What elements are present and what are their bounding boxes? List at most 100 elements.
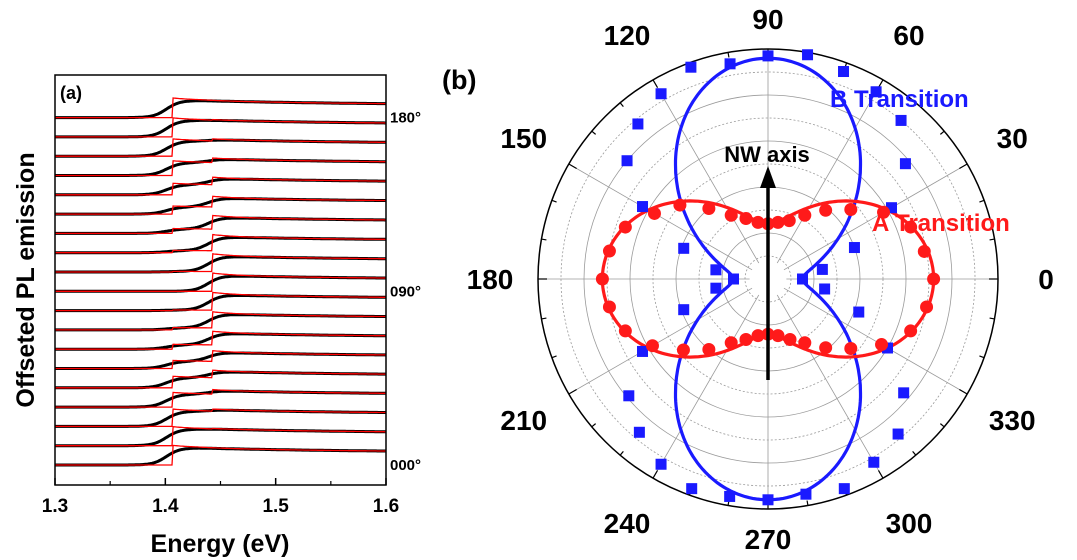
spectrum-fit-curve — [55, 253, 386, 273]
spectrum-fit-curve — [55, 214, 386, 235]
polar-angle-label: 270 — [745, 524, 792, 555]
polar-angle-tick — [568, 388, 577, 395]
b-transition-point — [623, 390, 635, 402]
spectrum-fit-curve — [55, 311, 387, 331]
legend-a-transition: A Transition — [872, 210, 1010, 237]
a-transition-point — [618, 324, 632, 338]
a-transition-point — [927, 272, 941, 286]
spectra-x-axis-label: Energy (eV) — [151, 530, 290, 558]
legend-b-transition: B Transition — [830, 86, 969, 113]
b-transition-point — [838, 66, 850, 78]
polar-angle-label: 180 — [467, 264, 514, 295]
b-transition-point — [892, 428, 904, 440]
spectra-panel: 1.3 1.4 1.5 1.6 (a) Energy (eV) Offseted PL… — [12, 74, 421, 558]
a-transition-point — [904, 324, 918, 338]
spectrum-data-curve — [55, 313, 387, 332]
spectrum-fit-curve — [55, 330, 386, 350]
b-transition-point — [686, 483, 698, 495]
spectrum-fit-curve — [55, 272, 386, 292]
polar-angle-tick — [959, 388, 968, 395]
polar-angle-tick — [959, 163, 968, 170]
spectrum-data-curve — [55, 138, 386, 158]
b-transition-point — [762, 494, 774, 506]
spectrum-data-curve — [55, 158, 386, 177]
a-transition-point — [920, 300, 934, 314]
spectrum-data-curve — [55, 389, 386, 409]
b-transition-point — [637, 201, 649, 213]
offset-label: 000° — [390, 457, 421, 474]
polar-panel-label: (b) — [442, 65, 476, 95]
b-transition-point — [762, 50, 774, 62]
b-transition-point — [632, 118, 644, 130]
a-transition-point — [702, 342, 716, 356]
a-transition-point — [771, 215, 785, 229]
b-transition-point — [868, 456, 880, 468]
polar-angle-tick — [939, 423, 945, 428]
spectrum-fit-curve — [55, 157, 386, 177]
polar-angle-tick — [541, 238, 547, 241]
a-transition-point — [618, 220, 632, 234]
spectrum-fit-curve — [55, 408, 386, 428]
spectrum-data-curve — [55, 332, 386, 351]
b-transition-point — [870, 86, 882, 98]
spectrum-data-curve — [55, 236, 387, 255]
offset-labels: 180° 090° 000° — [390, 110, 421, 474]
b-transition-point — [710, 264, 722, 276]
a-transition-point — [702, 202, 716, 216]
a-transition-point — [602, 300, 616, 314]
polar-grid-spoke — [652, 79, 760, 264]
polar-angle-tick — [912, 450, 917, 456]
polar-panel: NW axis 0306090120150180210240270300330 … — [442, 4, 1054, 555]
b-transition-point — [848, 242, 860, 254]
polar-angle-label: 120 — [604, 20, 651, 51]
spectrum-fit-curve — [55, 97, 386, 119]
polar-angle-tick — [591, 423, 597, 428]
b-transition-point — [678, 242, 690, 254]
polar-angle-label: 240 — [604, 508, 651, 539]
b-transition-point — [800, 488, 812, 500]
polar-grid-spoke — [776, 79, 884, 264]
polar-grid-spoke — [783, 287, 968, 395]
polar-angle-tick — [939, 130, 945, 135]
spectra-x-tick-label: 1.4 — [152, 496, 179, 517]
polar-grid-spoke — [783, 163, 968, 271]
nw-axis-arrow-head — [760, 166, 776, 188]
spectrum-data-curve — [55, 255, 386, 274]
spectrum-data-curve — [55, 408, 386, 428]
polar-angle-label: 150 — [500, 123, 547, 154]
polar-grid-spoke — [776, 294, 884, 479]
b-transition-point — [724, 490, 736, 502]
b-transition-point — [899, 158, 911, 170]
polar-angle-tick — [551, 355, 557, 359]
a-transition-point — [875, 338, 889, 352]
spectrum-fit-curve — [55, 425, 386, 447]
a-transition-point — [739, 211, 753, 225]
spectra-curves — [55, 97, 387, 467]
polar-angle-tick — [979, 199, 985, 203]
spectra-panel-label: (a) — [60, 83, 82, 103]
a-transition-point — [595, 272, 609, 286]
polar-angle-label: 210 — [500, 405, 547, 436]
spectrum-data-curve — [55, 216, 386, 235]
b-transition-point — [655, 88, 667, 100]
polar-angle-label: 330 — [989, 405, 1036, 436]
b-transition-point — [621, 155, 633, 167]
spectrum-fit-curve — [55, 369, 386, 389]
a-transition-point — [724, 208, 738, 222]
a-transition-point — [904, 220, 918, 234]
a-transition-point — [917, 244, 931, 258]
polar-angle-label: 30 — [997, 123, 1028, 154]
polar-angle-tick — [619, 450, 624, 456]
offset-label: 180° — [390, 110, 421, 127]
a-transition-point — [751, 215, 765, 229]
spectrum-fit-curve — [55, 444, 386, 466]
a-transition-point — [602, 244, 616, 258]
a-transition-point — [798, 208, 812, 222]
polar-angle-tick — [912, 102, 917, 108]
b-transition-point — [819, 283, 831, 295]
spectrum-fit-curve — [55, 388, 386, 408]
a-transition-point — [798, 336, 812, 350]
a-transition-point — [783, 333, 797, 347]
a-transition-point — [676, 343, 690, 357]
polar-angle-tick — [989, 317, 995, 320]
